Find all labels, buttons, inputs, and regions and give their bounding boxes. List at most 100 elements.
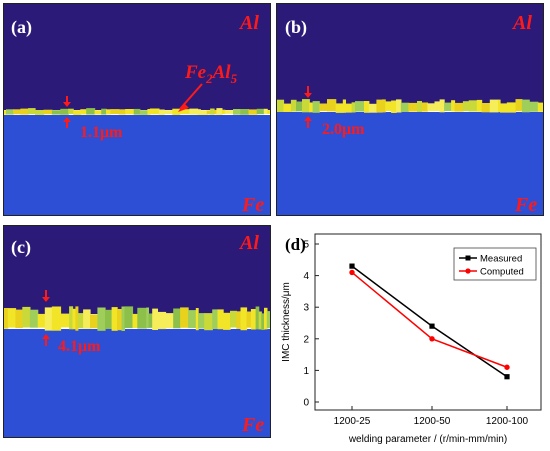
imc-grain (421, 102, 429, 112)
imc-grain (206, 110, 211, 115)
imc-grain (212, 309, 218, 329)
data-point-computed (429, 336, 435, 342)
imc-grain (427, 103, 436, 112)
x-axis-label: welding parameter / (r/min-mm/min) (348, 434, 507, 445)
imc-grain (35, 110, 45, 115)
imc-grain (147, 109, 151, 115)
x-tick-label: 1200-25 (334, 416, 371, 427)
y-tick-label: 3 (303, 303, 309, 314)
data-point-measured (504, 374, 510, 380)
panel-label-a: (a) (11, 17, 32, 37)
micrograph-c-image (4, 226, 270, 437)
imc-grain (90, 314, 98, 329)
imc-grain (69, 306, 74, 330)
imc-grain (382, 99, 386, 113)
imc-grain (529, 101, 539, 112)
imc-grain (277, 99, 285, 112)
thickness-label-c: 4.1μm (58, 338, 101, 355)
imc-grain (13, 109, 21, 115)
imc-grain (489, 99, 499, 113)
legend-label-computed: Computed (480, 267, 524, 278)
imc-grain (149, 108, 160, 115)
y-axis-label: IMC thickness/μm (281, 282, 292, 362)
legend: Measured Computed (453, 247, 537, 281)
y-tick-label: 4 (303, 271, 309, 282)
imc-grain (248, 109, 258, 115)
imc-grain (7, 308, 17, 328)
x-tick-label: 1200-50 (414, 416, 451, 427)
imc-grain (283, 103, 292, 112)
imc-grain (335, 103, 344, 113)
imc-grain (515, 99, 523, 112)
imc-grain (355, 101, 365, 112)
micrograph-panel-a: (a) Al Fe 1.1μm Fe2Al5 (3, 3, 271, 216)
imc-grain (385, 101, 392, 111)
y-tick-label: 1 (303, 366, 309, 377)
imc-grain (6, 109, 14, 115)
imc-grain (77, 313, 84, 329)
material-label-al-a: Al (240, 12, 259, 34)
imc-grain (400, 102, 409, 112)
imc-grain (94, 110, 102, 115)
imc-grain (319, 103, 328, 112)
imc-grain (164, 110, 173, 115)
imc-grain (454, 102, 464, 112)
imc-grain (537, 102, 543, 112)
imc-grain (376, 99, 383, 113)
imc-grain (223, 312, 231, 330)
imc-grain (188, 310, 197, 328)
thickness-label-b: 2.0μm (322, 121, 365, 138)
imc-grain (73, 110, 81, 115)
imc-grain (261, 313, 265, 330)
imc-grain (148, 313, 153, 328)
imc-grain (266, 311, 270, 329)
imc-grain (179, 108, 183, 115)
imc-grain (4, 110, 7, 115)
imc-grain (139, 110, 148, 115)
imc-grain (105, 309, 113, 329)
imc-grain (60, 313, 70, 328)
micrograph-panel-b: (b) Al Fe 2.0μm (276, 3, 544, 216)
imc-grain (476, 99, 483, 112)
data-point-measured (429, 323, 435, 329)
imc-grain (158, 109, 165, 115)
y-tick-label: 2 (303, 334, 309, 345)
imc-grain (498, 99, 501, 113)
imc-grain (173, 308, 181, 329)
imc-grain (481, 103, 491, 113)
imc-grain (444, 102, 452, 111)
legend-marker-computed (465, 268, 471, 274)
imc-grain (236, 311, 242, 329)
imc-grain (106, 109, 111, 115)
imc-grain (221, 109, 226, 115)
legend-marker-measured (465, 255, 471, 261)
imc-grain (15, 309, 23, 329)
thickness-chart: (d) 0 1 2 3 4 5 1200-25 1200-50 1200-100 IMC th… (281, 233, 542, 445)
imc-grain (189, 108, 199, 115)
imc-grain (101, 108, 107, 115)
imc-grain (256, 108, 265, 115)
imc-grain (28, 108, 36, 115)
imc-grain (240, 307, 248, 331)
imc-grain (72, 308, 77, 330)
imc-grain (246, 311, 252, 328)
imc-grain (296, 101, 303, 112)
imc-grain (217, 309, 224, 330)
imc-grain (132, 313, 138, 328)
x-tick-label: 1200-100 (486, 416, 529, 427)
imc-grain (204, 313, 213, 331)
panel-label-b: (b) (285, 17, 307, 37)
imc-grain (351, 102, 356, 113)
imc-grain (439, 99, 445, 113)
imc-grain (51, 110, 61, 115)
imc-grain (250, 309, 257, 330)
material-label-al-c: Al (240, 232, 259, 254)
imc-grain (462, 101, 470, 112)
imc-grain (111, 307, 118, 331)
imc-grain (309, 102, 314, 113)
imc-grain (124, 306, 134, 329)
imc-grain (197, 109, 201, 115)
imc-grain (152, 308, 158, 330)
data-point-measured (349, 263, 355, 269)
series-line-computed (351, 271, 508, 368)
